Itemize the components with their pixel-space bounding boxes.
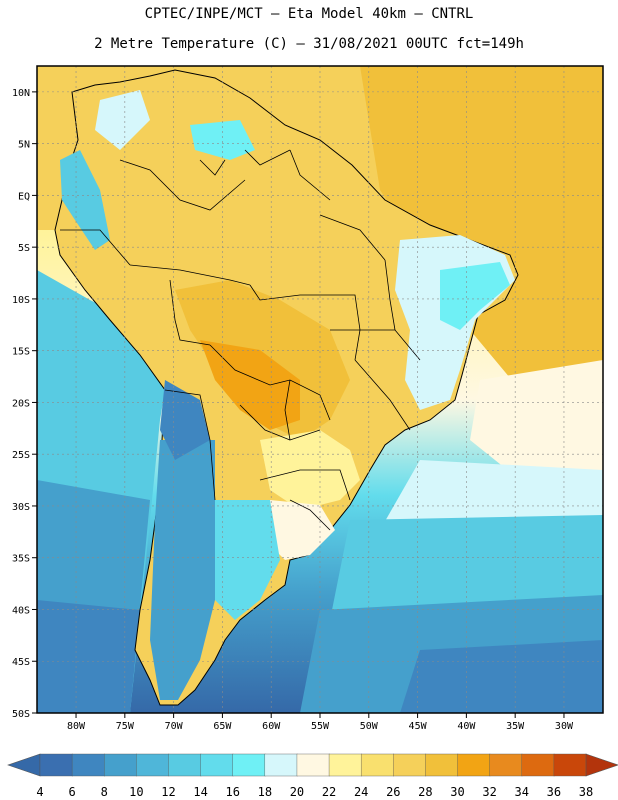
land-andes-colombia xyxy=(95,90,150,150)
colorbar-segment xyxy=(393,753,427,777)
colorbar-segment xyxy=(328,753,362,777)
lon-tick-label: 75W xyxy=(116,721,135,732)
lat-tick-label: 30S xyxy=(12,502,30,513)
colorbar-segment xyxy=(425,753,459,777)
lon-tick-label: 70W xyxy=(165,721,184,732)
mild-atlantic xyxy=(470,360,603,480)
country-borders xyxy=(60,149,421,531)
colorbar-segment xyxy=(521,753,555,777)
lat-tick-label: 15S xyxy=(12,347,30,358)
colorbar-label: 26 xyxy=(386,785,400,799)
latitude-labels: 10N 5N EQ 5S 10S 15S 20S 25S 30S 35S 40S 45S 50S xyxy=(12,88,37,720)
warm-atlantic xyxy=(360,66,603,390)
colorbar-label: 16 xyxy=(225,785,239,799)
lon-tick-label: 50W xyxy=(360,721,379,732)
lat-tick-label: 20S xyxy=(12,398,30,409)
colorbar-label: 36 xyxy=(547,785,561,799)
lat-tick-label: EQ xyxy=(18,191,30,202)
colorbar-segment xyxy=(168,753,202,777)
lat-tick-label: 10S xyxy=(12,295,30,306)
colorbar: 4 6 8 10 12 14 16 18 20 22 24 26 28 30 32 34 36 38 xyxy=(7,753,618,799)
colorbar-segment xyxy=(296,753,330,777)
land-cold-patagonia xyxy=(150,440,215,700)
lon-tick-label: 35W xyxy=(506,721,525,732)
map-area xyxy=(37,66,603,713)
lat-tick-label: 10N xyxy=(12,88,30,99)
colorbar-segment xyxy=(71,753,105,777)
colorbar-label: 24 xyxy=(354,785,368,799)
colorbar-label: 22 xyxy=(322,785,336,799)
lon-tick-label: 45W xyxy=(409,721,428,732)
title-line-2: 2 Metre Temperature (C) – 31/08/2021 00U… xyxy=(94,36,524,52)
colorbar-segment xyxy=(136,753,170,777)
lon-tick-label: 30W xyxy=(555,721,574,732)
colorbar-segment xyxy=(553,753,587,777)
lon-tick-label: 55W xyxy=(311,721,330,732)
lat-tick-label: 50S xyxy=(12,709,30,720)
colorbar-label: 6 xyxy=(69,785,76,799)
title-line-1: CPTEC/INPE/MCT – Eta Model 40km – CNTRL xyxy=(144,6,474,22)
colorbar-segment xyxy=(200,753,234,777)
colorbar-segment xyxy=(104,753,138,777)
lat-tick-label: 5S xyxy=(18,243,30,254)
colorbar-label: 30 xyxy=(450,785,464,799)
lon-tick-label: 65W xyxy=(213,721,232,732)
land-cool-guiana xyxy=(190,120,255,160)
colorbar-segment xyxy=(360,753,394,777)
colorbar-label: 4 xyxy=(36,785,43,799)
colorbar-label: 10 xyxy=(129,785,143,799)
colorbar-segment xyxy=(457,753,491,777)
land-cool-pampas xyxy=(210,500,280,620)
lat-tick-label: 25S xyxy=(12,450,30,461)
land-mild-south xyxy=(265,500,335,560)
colorbar-label: 32 xyxy=(482,785,496,799)
lon-tick-label: 40W xyxy=(457,721,476,732)
pacific-colder xyxy=(37,600,140,713)
colorbar-segment xyxy=(39,753,73,777)
colorbar-segment xyxy=(232,753,266,777)
land-cool-northeast xyxy=(440,262,510,330)
land-hottest-region xyxy=(200,340,300,430)
coldest-atlantic xyxy=(400,640,603,713)
colorbar-label: 12 xyxy=(161,785,175,799)
colorbar-label: 28 xyxy=(418,785,432,799)
lat-tick-label: 5N xyxy=(18,140,30,151)
colorbar-label: 8 xyxy=(101,785,108,799)
colorbar-segment xyxy=(489,753,523,777)
colorbar-over-arrow xyxy=(585,753,618,777)
colorbar-label: 14 xyxy=(193,785,207,799)
lat-tick-label: 40S xyxy=(12,605,30,616)
colorbar-segment xyxy=(264,753,298,777)
colorbar-label: 38 xyxy=(579,785,593,799)
colorbar-label: 20 xyxy=(290,785,304,799)
graticule xyxy=(37,66,603,713)
colorbar-under-arrow xyxy=(7,753,41,777)
lat-tick-label: 45S xyxy=(12,657,30,668)
colorbar-label: 34 xyxy=(515,785,529,799)
lon-tick-label: 60W xyxy=(262,721,281,732)
lat-tick-label: 35S xyxy=(12,554,30,565)
land-andes-north xyxy=(60,150,110,250)
cool-atlantic xyxy=(380,460,603,530)
land-andes-cold xyxy=(160,380,210,460)
lon-tick-label: 80W xyxy=(67,721,86,732)
longitude-labels: 80W 75W 70W 65W 60W 55W 50W 45W 40W 35W 30W xyxy=(67,713,574,732)
colorbar-label: 18 xyxy=(258,785,272,799)
